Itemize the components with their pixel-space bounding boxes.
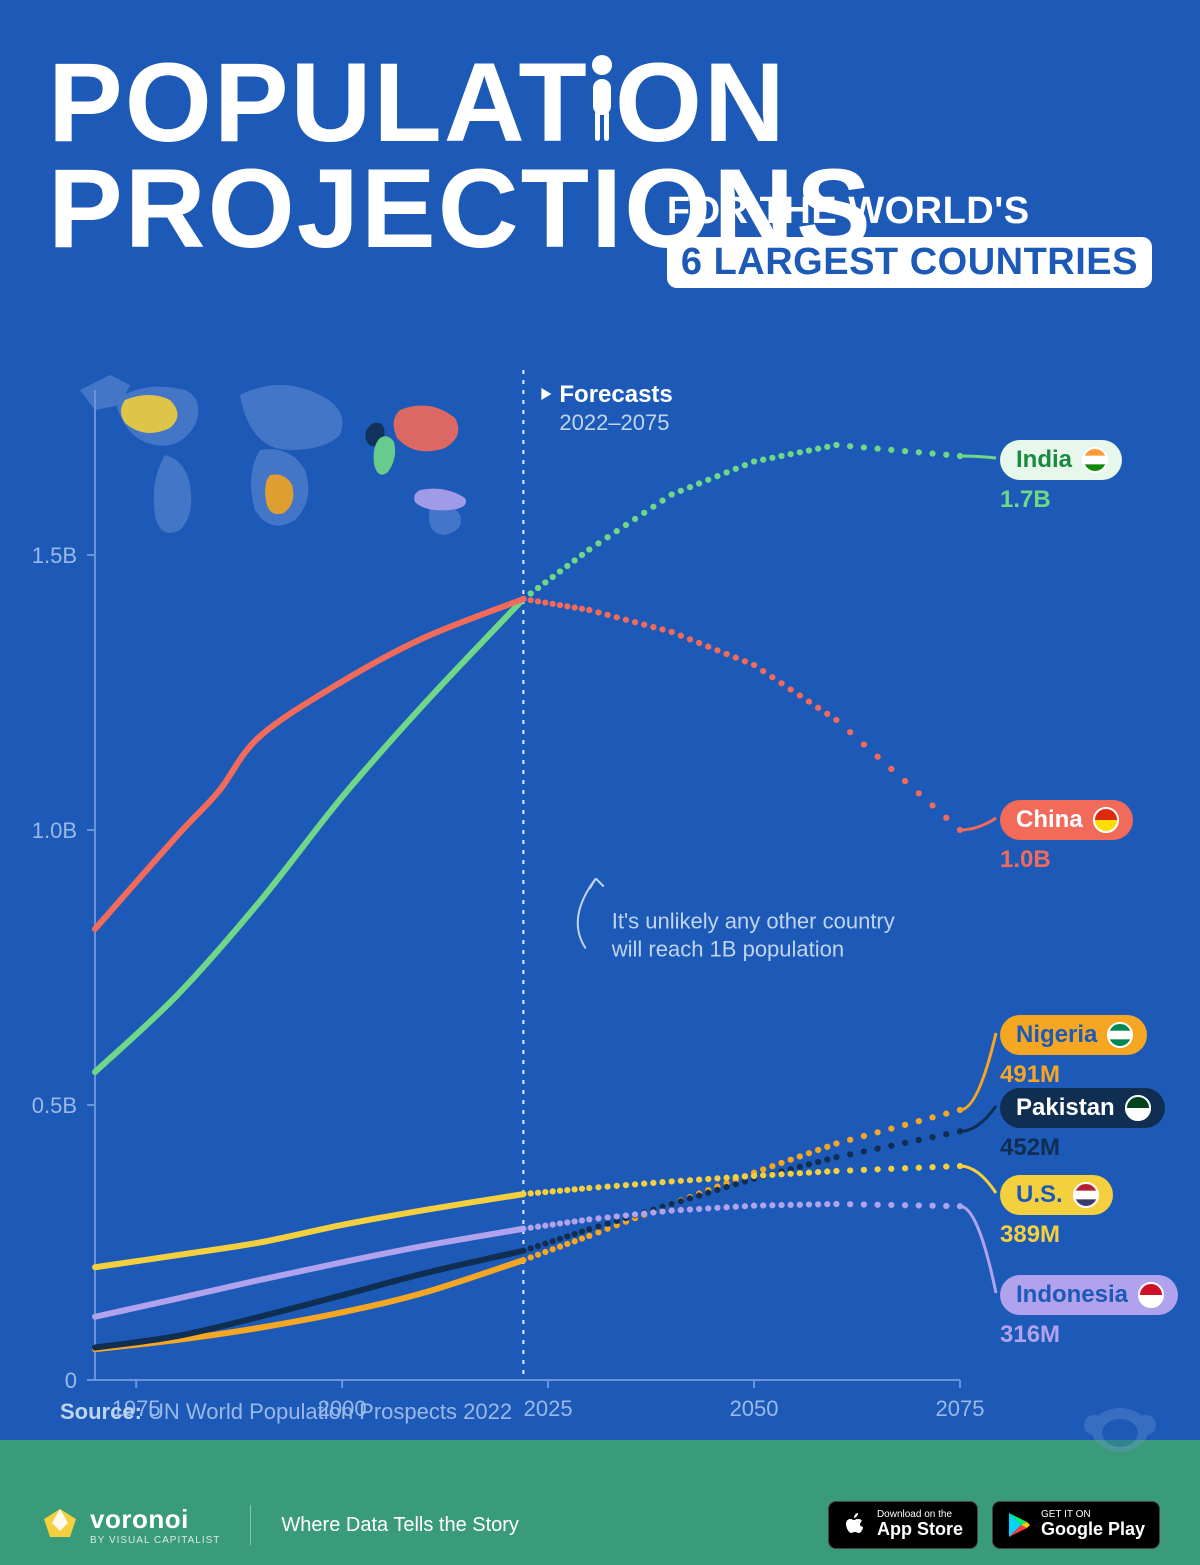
series-china-hist bbox=[95, 599, 523, 929]
footer-bar: voronoi BY VISUAL CAPITALIST Where Data … bbox=[0, 1485, 1200, 1565]
store-buttons: Download on the App Store GET IT ON Goog… bbox=[828, 1501, 1160, 1549]
badge-china: China 1.0B bbox=[1000, 800, 1133, 874]
flag-icon bbox=[1107, 1022, 1133, 1048]
svg-text:0: 0 bbox=[65, 1368, 77, 1393]
svg-text:0.5B: 0.5B bbox=[32, 1093, 77, 1118]
voronoi-mark-icon bbox=[40, 1505, 80, 1545]
country-name: Pakistan bbox=[1016, 1094, 1115, 1122]
country-name: India bbox=[1016, 446, 1072, 474]
svg-text:Forecasts: Forecasts bbox=[559, 381, 672, 408]
source-body: UN World Population Prospects 2022 bbox=[148, 1399, 512, 1424]
series-u.s.-hist bbox=[95, 1194, 523, 1267]
google-play-icon bbox=[1007, 1512, 1031, 1538]
country-value: 491M bbox=[1000, 1061, 1147, 1089]
series-india-hist bbox=[95, 599, 523, 1072]
brand-name: voronoi bbox=[90, 1504, 220, 1535]
country-name: Nigeria bbox=[1016, 1021, 1097, 1049]
google-play-big: Google Play bbox=[1041, 1520, 1145, 1540]
brand-sub: BY VISUAL CAPITALIST bbox=[90, 1535, 220, 1546]
country-badge: U.S. bbox=[1000, 1175, 1113, 1215]
series-pakistan-hist bbox=[95, 1251, 523, 1348]
footer-tagline: Where Data Tells the Story bbox=[281, 1514, 519, 1537]
badge-indonesia: Indonesia 316M bbox=[1000, 1275, 1178, 1349]
badge-nigeria: Nigeria 491M bbox=[1000, 1015, 1147, 1089]
country-badge: India bbox=[1000, 440, 1122, 480]
svg-text:2075: 2075 bbox=[936, 1396, 985, 1421]
country-badge: Nigeria bbox=[1000, 1015, 1147, 1055]
infographic-page: POPULATON PROJECTIONS FOR THE WORLD'S 6 … bbox=[0, 0, 1200, 1565]
flag-icon bbox=[1125, 1095, 1151, 1121]
watermark-icon bbox=[1080, 1395, 1160, 1455]
svg-text:1.5B: 1.5B bbox=[32, 543, 77, 568]
series-nigeria-forecast bbox=[520, 1107, 963, 1263]
country-value: 316M bbox=[1000, 1321, 1178, 1349]
country-value: 452M bbox=[1000, 1134, 1165, 1162]
badge-pakistan: Pakistan 452M bbox=[1000, 1088, 1165, 1162]
country-name: U.S. bbox=[1016, 1181, 1063, 1209]
svg-text:2025: 2025 bbox=[524, 1396, 573, 1421]
country-badge: China bbox=[1000, 800, 1133, 840]
app-store-big: App Store bbox=[877, 1520, 963, 1540]
flag-icon bbox=[1082, 447, 1108, 473]
svg-text:It's unlikely any other countr: It's unlikely any other country bbox=[612, 909, 895, 934]
svg-text:1.0B: 1.0B bbox=[32, 818, 77, 843]
app-store-button[interactable]: Download on the App Store bbox=[828, 1501, 978, 1549]
country-badge: Pakistan bbox=[1000, 1088, 1165, 1128]
series-indonesia-forecast bbox=[520, 1201, 963, 1232]
country-value: 1.0B bbox=[1000, 846, 1133, 874]
series-india-forecast bbox=[520, 442, 963, 602]
google-play-button[interactable]: GET IT ON Google Play bbox=[992, 1501, 1160, 1549]
flag-icon bbox=[1138, 1282, 1164, 1308]
voronoi-logo: voronoi BY VISUAL CAPITALIST bbox=[40, 1504, 220, 1546]
country-name: Indonesia bbox=[1016, 1281, 1128, 1309]
apple-icon bbox=[843, 1511, 867, 1539]
source-label: Source: bbox=[60, 1399, 142, 1424]
country-value: 389M bbox=[1000, 1221, 1113, 1249]
svg-text:2022–2075: 2022–2075 bbox=[559, 410, 669, 435]
badge-u.s.: U.S. 389M bbox=[1000, 1175, 1113, 1249]
series-u.s.-forecast bbox=[520, 1163, 963, 1197]
country-value: 1.7B bbox=[1000, 486, 1122, 514]
source-text: Source: UN World Population Prospects 20… bbox=[60, 1399, 512, 1425]
country-name: China bbox=[1016, 806, 1083, 834]
svg-text:2050: 2050 bbox=[730, 1396, 779, 1421]
footer-divider bbox=[250, 1505, 251, 1545]
svg-text:will reach 1B population: will reach 1B population bbox=[611, 937, 844, 962]
country-badge: Indonesia bbox=[1000, 1275, 1178, 1315]
series-china-forecast bbox=[520, 596, 963, 833]
badge-india: India 1.7B bbox=[1000, 440, 1122, 514]
flag-icon bbox=[1073, 1182, 1099, 1208]
flag-icon bbox=[1093, 807, 1119, 833]
